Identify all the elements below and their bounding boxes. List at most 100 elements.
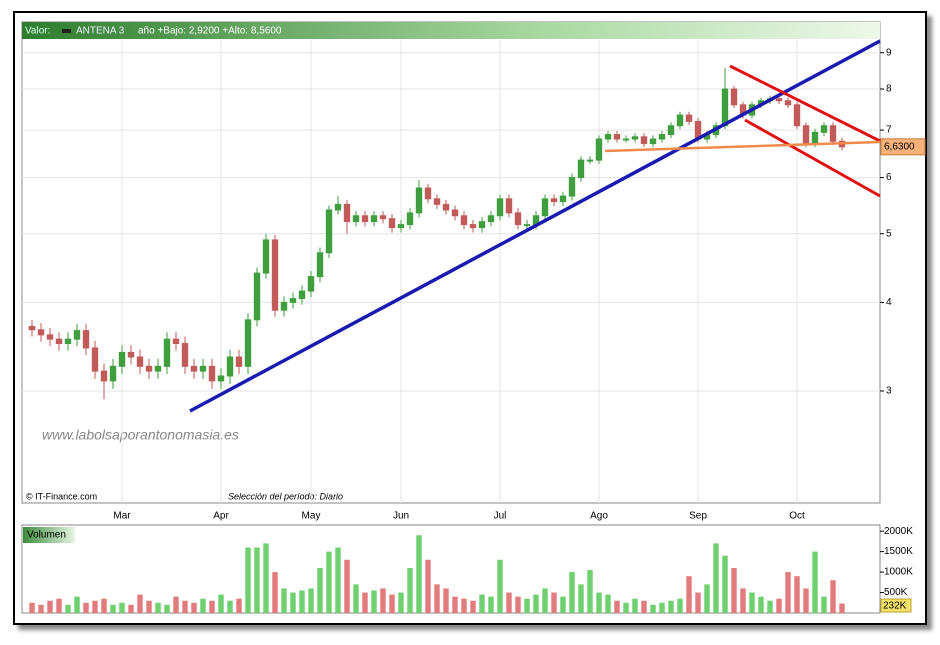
volume-bar: [695, 592, 701, 613]
candle-body: [487, 215, 495, 223]
candle-body: [244, 319, 252, 367]
volume-bar: [110, 604, 116, 613]
candle-body: [784, 100, 792, 106]
candle-body: [55, 338, 63, 345]
candle-body: [460, 215, 468, 226]
volume-bar: [749, 592, 755, 613]
x-tick-label: Apr: [213, 511, 229, 522]
candle-body: [37, 329, 45, 336]
volume-bar: [245, 547, 251, 613]
candle-body: [469, 224, 477, 229]
volume-bar: [164, 604, 170, 613]
candle-body: [640, 136, 648, 145]
volume-bar: [119, 602, 125, 613]
volume-bar: [650, 604, 656, 613]
volume-bar: [839, 603, 845, 613]
volume-bar: [191, 602, 197, 613]
volume-bar: [551, 592, 557, 613]
y-tick-label: 500K: [884, 587, 908, 598]
candle-body: [658, 134, 666, 140]
volume-bar: [461, 598, 467, 613]
candle-body: [541, 198, 549, 217]
volume-header: [23, 527, 75, 543]
volume-bar: [740, 588, 746, 613]
x-tick-label: Jun: [393, 511, 409, 522]
volume-bar: [200, 598, 206, 613]
volume-bar: [29, 602, 35, 613]
candle-body: [433, 198, 441, 205]
candle-body: [379, 215, 387, 220]
volume-bar: [605, 594, 611, 613]
volume-bar: [803, 588, 809, 613]
volume-bar: [506, 592, 512, 613]
volume-bar: [632, 598, 638, 613]
candle-body: [136, 356, 144, 367]
volume-bar: [425, 559, 431, 613]
candle-body: [559, 195, 567, 203]
candle-body: [190, 365, 198, 372]
volume-bar: [74, 596, 80, 613]
volume-bar: [668, 600, 674, 613]
candle-body: [64, 338, 72, 345]
candle-body: [667, 125, 675, 136]
candle-body: [604, 134, 612, 140]
volume-bar: [146, 600, 152, 613]
candle-body: [334, 203, 342, 211]
volume-bar: [317, 567, 323, 613]
volume-bar: [227, 600, 233, 613]
volume-bar: [434, 584, 440, 613]
volume-panel: [21, 524, 881, 614]
volume-bar: [821, 596, 827, 613]
candle-body: [595, 138, 603, 161]
volume-bar: [335, 547, 341, 613]
candle-body: [271, 239, 279, 311]
trend-line: [189, 39, 881, 413]
header-title: ANTENA 3: [76, 26, 125, 37]
x-tick-label: Mar: [113, 511, 131, 522]
volume-bar: [587, 570, 593, 613]
candle-body: [73, 330, 81, 340]
volume-bar: [731, 567, 737, 613]
candle-body: [307, 276, 315, 292]
volume-bar: [542, 588, 548, 613]
candle-body: [100, 370, 108, 382]
candle-body: [505, 198, 513, 214]
candle-body: [631, 136, 639, 140]
candle-body: [676, 114, 684, 127]
volume-bar: [452, 596, 458, 613]
channel-top: [729, 64, 881, 143]
volume-bar: [416, 535, 422, 613]
volume-bar: [686, 576, 692, 613]
volume-bar: [830, 580, 836, 613]
volume-bar: [677, 598, 683, 613]
volume-bar: [524, 598, 530, 613]
volume-title: Volumen: [27, 530, 66, 541]
candle-body: [325, 209, 333, 254]
candle-body: [82, 330, 90, 349]
candle-body: [442, 203, 450, 211]
source: © IT-Finance.com: [26, 491, 97, 501]
candle-body: [415, 187, 423, 214]
candle-body: [46, 334, 54, 340]
y-tick-label: 7: [886, 125, 892, 136]
candle-body: [622, 138, 630, 141]
y-tick-label: 9: [886, 47, 892, 58]
header-label: Valor:: [25, 26, 50, 37]
volume-bar: [281, 588, 287, 613]
candle-body: [109, 365, 117, 382]
candle-body: [298, 290, 306, 300]
y-tick-label: 3: [886, 386, 892, 397]
y-tick-label: 8: [886, 84, 892, 95]
volume-bar: [290, 592, 296, 613]
volume-bar: [659, 602, 665, 613]
candle-body: [199, 365, 207, 372]
candle-body: [820, 125, 828, 133]
volume-bar: [209, 600, 215, 613]
candle-body: [28, 325, 36, 331]
volume-bar: [776, 598, 782, 613]
volume-bar: [614, 600, 620, 613]
candle-body: [613, 134, 621, 140]
drawings: [189, 39, 881, 413]
volume-bar: [254, 547, 260, 613]
candle-body: [217, 375, 225, 382]
